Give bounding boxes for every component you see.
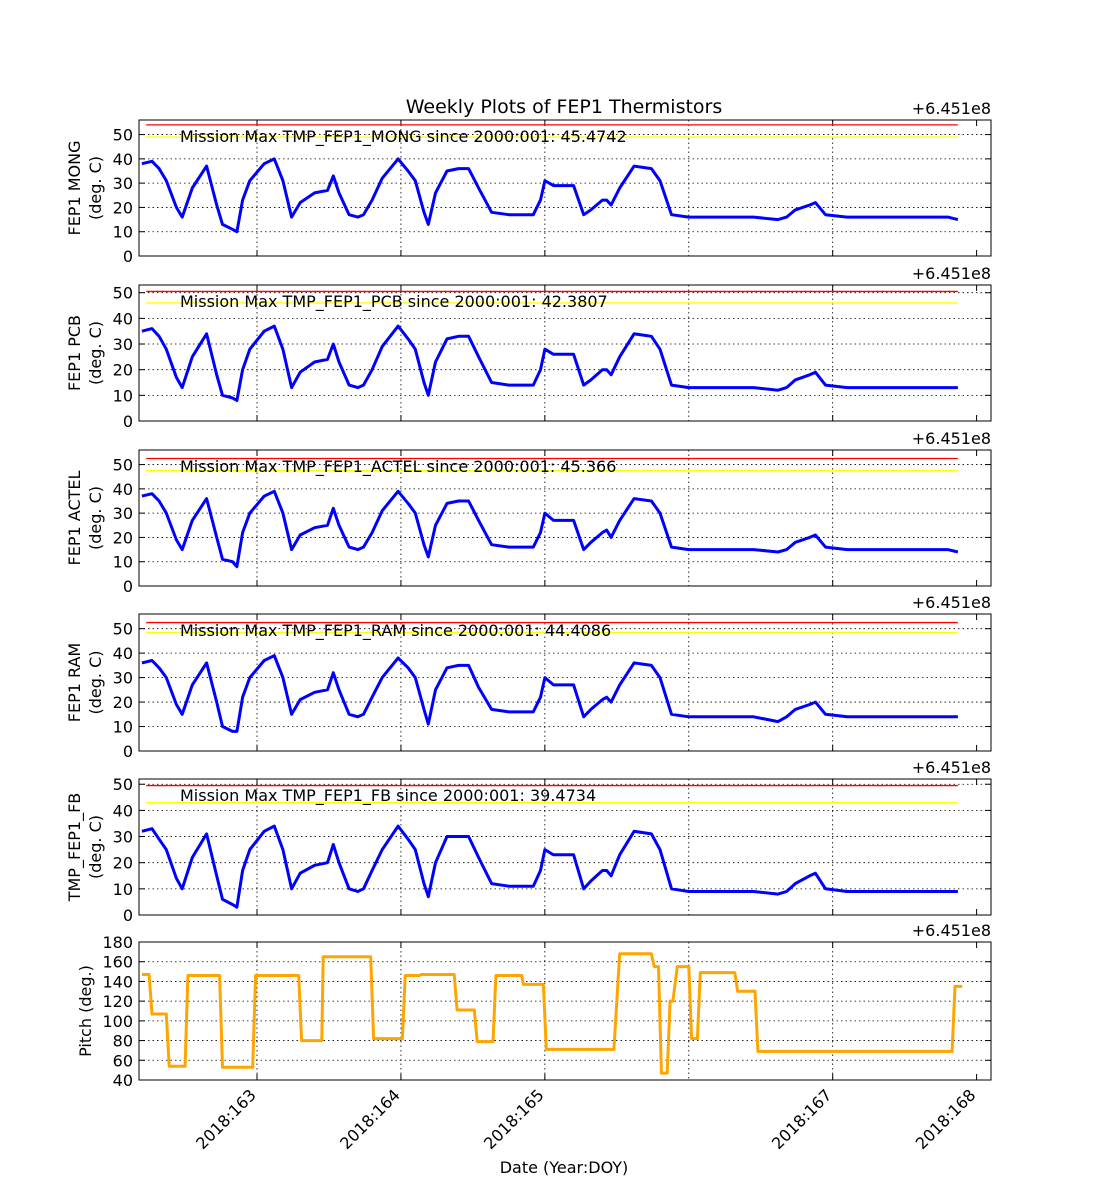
series-line-actel	[141, 489, 959, 569]
mission-max-annotation: Mission Max TMP_FEP1_FB since 2000:001: …	[180, 786, 596, 806]
y-tick-label: 10	[113, 880, 133, 899]
x-offset-label: +6.451e8	[912, 429, 991, 448]
y-tick-label: 0	[123, 247, 133, 266]
y-tick-label: 10	[113, 553, 133, 572]
y-axis-label: FEP1 PCB	[65, 315, 84, 391]
panel-frame	[138, 119, 992, 257]
y-tick-label: 50	[113, 284, 133, 303]
y-tick-label: 0	[123, 906, 133, 925]
y-tick-label: 40	[113, 801, 133, 820]
y-axis-unit-label: (deg. C)	[86, 486, 105, 550]
mission-max-annotation: Mission Max TMP_FEP1_PCB since 2000:001:…	[180, 292, 608, 312]
y-tick-label: 30	[113, 335, 133, 354]
series-line-pitch	[141, 952, 963, 1075]
y-tick-label: 20	[113, 693, 133, 712]
x-offset-label: +6.451e8	[912, 758, 991, 777]
panels: 0 10 20 30 40 50 Mission Max TMP_FEP1_MONG sin…	[65, 99, 992, 1153]
x-axis-label: Date (Year:DOY)	[500, 1158, 629, 1177]
y-axis-unit-label: (deg. C)	[86, 815, 105, 879]
panel-frame	[138, 613, 992, 752]
y-tick-label: 0	[123, 742, 133, 761]
y-tick-label: 0	[123, 412, 133, 431]
x-offset-label: +6.451e8	[912, 264, 991, 283]
series-line-ram	[141, 654, 958, 733]
y-tick-label: 30	[113, 669, 133, 688]
y-tick-label: 50	[113, 126, 133, 145]
y-tick-label: 140	[102, 972, 133, 991]
panel-mong: 0 10 20 30 40 50 Mission Max TMP_FEP1_MONG sin…	[65, 99, 992, 266]
x-tick-label: 2018:165	[480, 1085, 548, 1153]
panel-frame	[138, 778, 992, 916]
y-tick-label: 20	[113, 198, 133, 217]
y-tick-label: 50	[113, 620, 133, 639]
panel-ram: 0 10 20 30 40 50 Mission Max TMP_FEP1_RAM sinc…	[65, 593, 992, 761]
series-line-fb	[141, 824, 958, 909]
y-axis-label: FEP1 MONG	[65, 141, 84, 236]
y-tick-label: 40	[113, 150, 133, 169]
mission-max-annotation: Mission Max TMP_FEP1_RAM since 2000:001:…	[180, 621, 611, 641]
y-tick-label: 40	[113, 644, 133, 663]
y-tick-label: 20	[113, 854, 133, 873]
x-tick-label: 2018:167	[768, 1085, 836, 1153]
y-tick-label: 10	[113, 386, 133, 405]
y-tick-label: 20	[113, 528, 133, 547]
y-tick-label: 160	[102, 953, 133, 972]
x-offset-label: +6.451e8	[912, 593, 991, 612]
panel-frame	[138, 284, 992, 422]
mission-max-annotation: Mission Max TMP_FEP1_ACTEL since 2000:00…	[180, 457, 616, 477]
y-tick-label: 100	[102, 1012, 133, 1031]
panel-frame	[138, 449, 992, 587]
panel-fb: 0 10 20 30 40 50 Mission Max TMP_FEP1_FB since…	[65, 758, 992, 925]
x-tick-label: 2018:168	[912, 1085, 980, 1153]
x-offset-label: +6.451e8	[912, 921, 991, 940]
y-tick-label: 80	[113, 1032, 133, 1051]
y-tick-label: 30	[113, 828, 133, 847]
y-tick-label: 30	[113, 504, 133, 523]
series-line-mong	[141, 157, 959, 234]
y-tick-label: 40	[113, 1071, 133, 1090]
x-tick-label: 2018:163	[192, 1085, 260, 1153]
panel-actel: 0 10 20 30 40 50 Mission Max TMP_FEP1_ACTEL si…	[65, 429, 992, 596]
y-axis-label: FEP1 RAM	[65, 643, 84, 722]
y-axis-label: TMP_FEP1_FB	[65, 793, 85, 903]
y-axis-unit-label: (deg. C)	[86, 156, 105, 220]
y-tick-label: 50	[113, 775, 133, 794]
y-tick-label: 40	[113, 309, 133, 328]
y-tick-label: 180	[102, 933, 133, 952]
y-axis-label: Pitch (deg.)	[76, 965, 95, 1057]
y-tick-label: 0	[123, 577, 133, 596]
panel-frame	[138, 941, 992, 1081]
chart-title: Weekly Plots of FEP1 Thermistors	[406, 96, 723, 118]
y-axis-unit-label: (deg. C)	[86, 321, 105, 385]
panel-pcb: 0 10 20 30 40 50 Mission Max TMP_FEP1_PCB sinc…	[65, 264, 992, 431]
x-offset-label: +6.451e8	[912, 99, 991, 118]
y-tick-label: 120	[102, 992, 133, 1011]
y-tick-label: 30	[113, 174, 133, 193]
mission-max-annotation: Mission Max TMP_FEP1_MONG since 2000:001…	[180, 127, 627, 147]
y-tick-label: 10	[113, 718, 133, 737]
y-axis-unit-label: (deg. C)	[86, 651, 105, 715]
y-tick-label: 10	[113, 223, 133, 242]
series-line-pcb	[141, 324, 958, 402]
y-tick-label: 60	[113, 1051, 133, 1070]
y-tick-label: 20	[113, 361, 133, 380]
y-tick-label: 40	[113, 480, 133, 499]
y-tick-label: 50	[113, 456, 133, 475]
x-tick-label: 2018:164	[336, 1085, 404, 1153]
y-axis-label: FEP1 ACTEL	[65, 470, 84, 565]
